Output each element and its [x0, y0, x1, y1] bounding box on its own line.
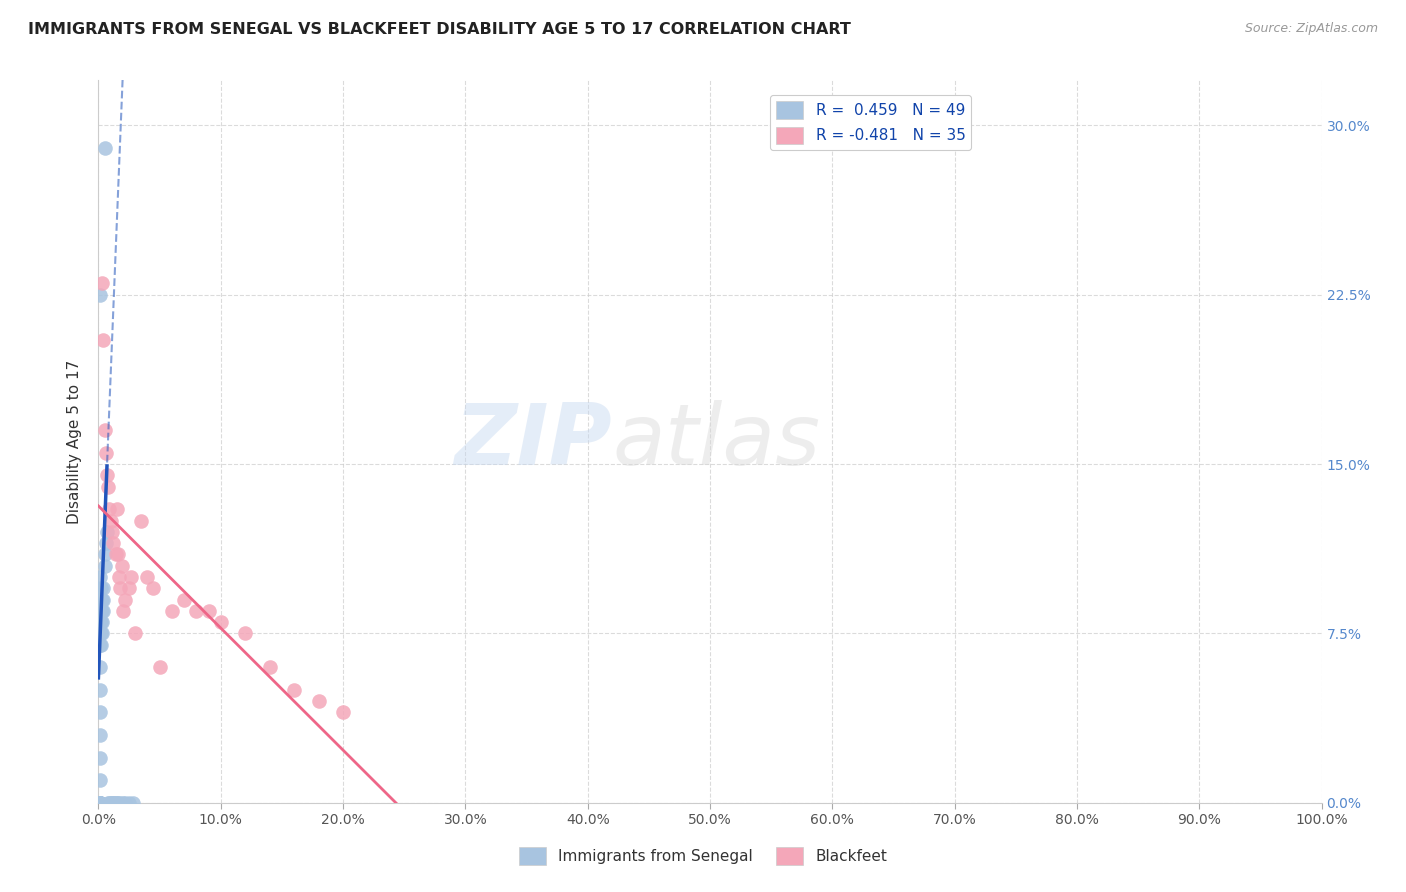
Point [89, 796, 111, 810]
Point [89, 796, 111, 810]
Point [89, 592, 111, 607]
Point [197, 604, 219, 618]
Point [90, 626, 112, 640]
Point [105, 502, 128, 516]
Text: Source: ZipAtlas.com: Source: ZipAtlas.com [1244, 22, 1378, 36]
Text: IMMIGRANTS FROM SENEGAL VS BLACKFEET DISABILITY AGE 5 TO 17 CORRELATION CHART: IMMIGRANTS FROM SENEGAL VS BLACKFEET DIS… [28, 22, 851, 37]
Point [101, 536, 124, 550]
Point [104, 548, 127, 562]
Point [89, 682, 111, 697]
Point [89, 796, 111, 810]
Point [114, 796, 136, 810]
Point [89, 638, 111, 652]
Point [89, 796, 111, 810]
Point [308, 694, 330, 708]
Point [89, 796, 111, 810]
Point [89, 773, 111, 788]
Point [101, 524, 124, 539]
Point [114, 592, 136, 607]
Point [94, 446, 117, 460]
Point [89, 615, 111, 630]
Point [142, 582, 165, 596]
Point [111, 796, 134, 810]
Point [90, 592, 112, 607]
Point [105, 796, 128, 810]
Point [90, 582, 112, 596]
Point [93, 423, 115, 437]
Point [91, 604, 114, 618]
Point [91, 604, 114, 618]
Point [209, 615, 232, 630]
Point [91, 277, 114, 291]
Text: atlas: atlas [612, 400, 820, 483]
Point [111, 604, 134, 618]
Point [259, 660, 281, 674]
Point [96, 468, 118, 483]
Point [118, 796, 141, 810]
Point [89, 728, 111, 742]
Point [91, 582, 114, 596]
Point [89, 706, 111, 720]
Point [101, 796, 124, 810]
Point [332, 706, 354, 720]
Y-axis label: Disability Age 5 to 17: Disability Age 5 to 17 [67, 359, 83, 524]
Point [103, 796, 125, 810]
Point [89, 750, 111, 764]
Point [93, 548, 115, 562]
Point [93, 141, 115, 155]
Point [97, 480, 120, 494]
Point [89, 660, 111, 674]
Point [160, 604, 183, 618]
Point [91, 592, 114, 607]
Text: ZIP: ZIP [454, 400, 612, 483]
Point [89, 796, 111, 810]
Point [173, 592, 195, 607]
Point [91, 592, 114, 607]
Point [136, 570, 159, 584]
Point [97, 796, 120, 810]
Point [129, 514, 152, 528]
Point [104, 796, 127, 810]
Point [91, 615, 114, 630]
Point [121, 796, 143, 810]
Point [93, 558, 115, 573]
Point [124, 626, 146, 640]
Point [118, 582, 141, 596]
Point [233, 626, 256, 640]
Point [149, 660, 172, 674]
Point [186, 604, 208, 618]
Point [110, 796, 132, 810]
Point [90, 615, 112, 630]
Point [89, 796, 111, 810]
Point [107, 796, 129, 810]
Point [100, 796, 122, 810]
Point [101, 796, 124, 810]
Point [90, 604, 112, 618]
Point [283, 682, 305, 697]
Point [110, 582, 132, 596]
Point [89, 570, 111, 584]
Point [90, 638, 112, 652]
Point [111, 558, 134, 573]
Point [94, 536, 117, 550]
Legend: R =  0.459   N = 49, R = -0.481   N = 35: R = 0.459 N = 49, R = -0.481 N = 35 [769, 95, 972, 150]
Point [96, 524, 118, 539]
Point [98, 796, 121, 810]
Point [89, 796, 111, 810]
Point [89, 287, 111, 301]
Point [120, 570, 142, 584]
Point [91, 626, 114, 640]
Point [98, 502, 121, 516]
Point [107, 548, 129, 562]
Point [100, 514, 122, 528]
Point [91, 333, 114, 347]
Legend: Immigrants from Senegal, Blackfeet: Immigrants from Senegal, Blackfeet [512, 841, 894, 871]
Point [108, 570, 131, 584]
